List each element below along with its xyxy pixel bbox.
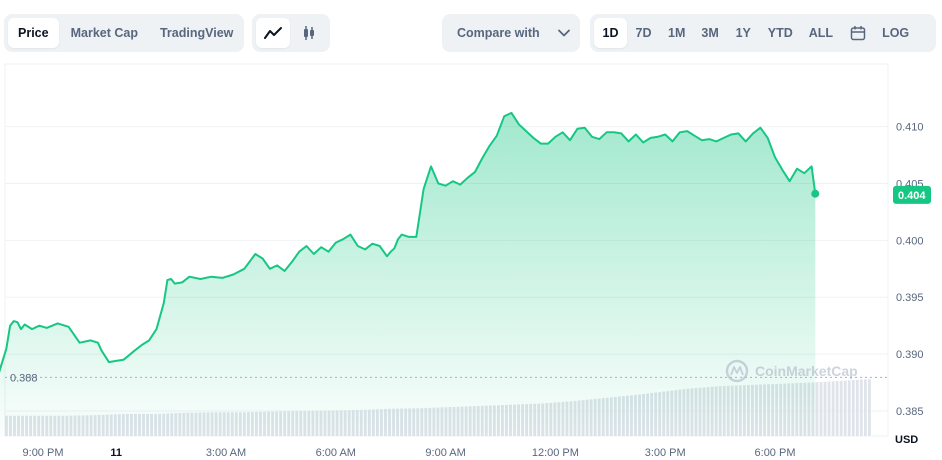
volume-bar	[847, 380, 851, 436]
x-tick-label: 9:00 PM	[23, 447, 64, 459]
volume-bar	[851, 380, 855, 436]
candlestick-icon	[304, 26, 314, 40]
range-1m[interactable]: 1M	[668, 26, 686, 40]
tab-tradingview[interactable]: TradingView	[159, 26, 234, 40]
view-tabs: Price Market Cap TradingView	[4, 14, 244, 52]
currency-label: USD	[895, 434, 918, 446]
volume-bar	[823, 381, 827, 436]
range-all[interactable]: ALL	[808, 26, 834, 40]
volume-bar	[835, 381, 839, 436]
y-tick-label: 0.400	[896, 235, 924, 247]
coinmarketcap-logo-icon	[725, 359, 749, 383]
volume-bar	[815, 382, 819, 436]
compare-with-dropdown[interactable]: Compare with	[442, 14, 580, 52]
chart-type-toggle	[252, 14, 330, 52]
compare-label: Compare with	[457, 26, 540, 40]
x-axis: 9:00 PM 11 3:00 AM 6:00 AM 9:00 AM 12:00 PM 3:…	[23, 447, 796, 459]
price-line	[0, 111, 817, 373]
chevron-down-icon	[558, 29, 570, 37]
volume-bar	[859, 379, 863, 436]
tab-price[interactable]: Price	[8, 18, 59, 48]
x-tick-label: 12:00 PM	[532, 447, 579, 459]
volume-bar	[867, 379, 871, 436]
coinmarketcap-watermark: CoinMarketCap	[725, 359, 858, 383]
x-tick-label: 9:00 AM	[425, 447, 465, 459]
line-chart-button[interactable]	[256, 18, 290, 48]
y-tick-label: 0.385	[896, 406, 924, 418]
x-tick-label: 6:00 AM	[316, 447, 356, 459]
volume-bar	[843, 380, 847, 436]
line-chart-icon	[264, 27, 282, 39]
log-scale-button[interactable]: LOG	[882, 26, 910, 40]
volume-bar	[831, 381, 835, 436]
range-1y[interactable]: 1Y	[735, 26, 751, 40]
current-price-badge: 0.404	[893, 185, 931, 204]
volume-bar	[855, 379, 859, 436]
price-area-fill	[0, 112, 816, 436]
x-tick-label: 3:00 PM	[645, 447, 686, 459]
volume-bar	[827, 381, 831, 436]
current-price-text: 0.404	[898, 190, 926, 202]
candlestick-button[interactable]	[292, 18, 326, 48]
calendar-icon	[850, 26, 865, 41]
tab-market-cap[interactable]: Market Cap	[70, 26, 138, 40]
y-tick-label: 0.390	[896, 349, 924, 361]
range-ytd[interactable]: YTD	[767, 26, 793, 40]
date-picker-button[interactable]	[841, 18, 874, 48]
volume-bar	[839, 380, 843, 436]
range-7d[interactable]: 7D	[635, 26, 652, 40]
x-tick-label: 6:00 PM	[755, 447, 796, 459]
low-price-label: 0.388	[10, 372, 38, 384]
y-tick-label: 0.395	[896, 292, 924, 304]
current-price-dot	[811, 189, 820, 198]
range-3m[interactable]: 3M	[701, 26, 719, 40]
range-tabs: 1D 7D 1M 3M 1Y YTD ALL LOG	[590, 14, 936, 52]
volume-bar	[863, 379, 867, 436]
x-tick-label: 3:00 AM	[206, 447, 246, 459]
range-1d[interactable]: 1D	[594, 18, 627, 48]
volume-bar	[819, 381, 823, 436]
x-tick-label: 11	[110, 447, 122, 459]
y-tick-label: 0.410	[896, 122, 924, 134]
watermark-text: CoinMarketCap	[755, 363, 858, 379]
